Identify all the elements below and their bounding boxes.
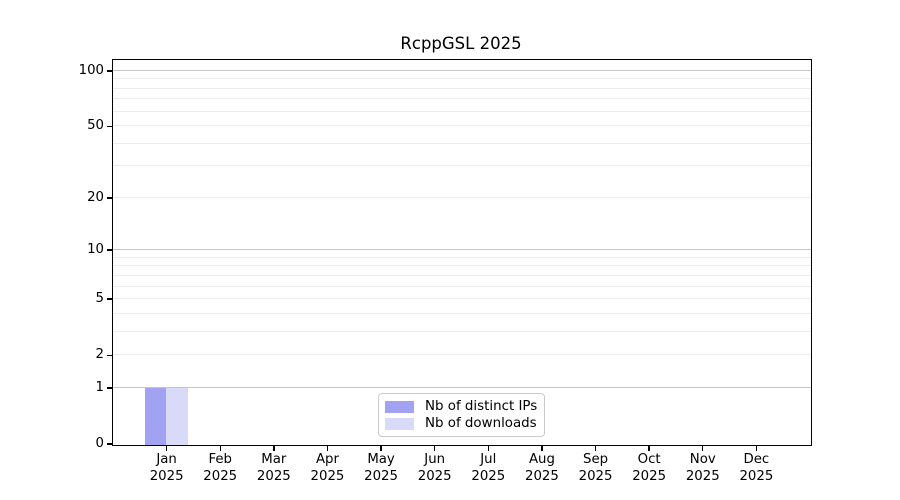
x-tick-label: Dec 2025 [739, 452, 774, 484]
gridline-minor [112, 330, 811, 332]
y-tick-label: 2 [95, 347, 104, 363]
gridline-minor [112, 110, 811, 112]
y-tick-mark [106, 197, 112, 199]
x-tick-label: May 2025 [364, 452, 398, 484]
gridline-minor [112, 165, 811, 167]
x-tick-mark [219, 445, 221, 451]
x-tick-label: Apr 2025 [310, 452, 345, 484]
gridline-minor [112, 87, 811, 89]
x-tick-label: Sep 2025 [578, 452, 613, 484]
bar-downloads [166, 388, 188, 445]
gridline-minor [112, 312, 811, 314]
gridline-minor [112, 354, 811, 356]
x-tick-mark [433, 445, 436, 451]
x-tick-label: Jul 2025 [471, 452, 506, 484]
y-tick-mark [106, 354, 112, 356]
x-tick-mark [380, 445, 382, 451]
gridline-minor [112, 298, 811, 300]
y-tick-label: 20 [87, 189, 104, 205]
gridline-major [112, 249, 811, 251]
y-tick-label: 100 [78, 63, 104, 78]
y-tick-mark [106, 249, 112, 251]
gridline-minor [112, 142, 811, 144]
plot-inner [112, 60, 811, 445]
y-tick-mark [106, 70, 112, 72]
y-tick-mark [106, 387, 112, 389]
gridline-minor [112, 196, 811, 198]
gridline-minor [112, 98, 811, 100]
legend-item: Nb of downloads [385, 415, 537, 432]
y-tick-label: 10 [87, 242, 104, 258]
x-tick-mark [648, 445, 650, 451]
y-tick-label: 5 [95, 291, 104, 307]
legend: Nb of distinct IPs Nb of downloads [378, 393, 545, 437]
gridline-major [112, 386, 811, 388]
x-tick-mark [702, 445, 704, 451]
x-tick-mark [326, 445, 329, 451]
legend-swatch-downloads [385, 417, 414, 430]
gridline-minor [112, 285, 811, 287]
legend-item: Nb of distinct IPs [385, 398, 538, 415]
x-tick-label: Jan 2025 [149, 452, 184, 484]
x-tick-label: Feb 2025 [203, 452, 238, 484]
x-tick-mark [594, 445, 597, 451]
legend-label-downloads: Nb of downloads [425, 415, 537, 431]
gridline-major [112, 70, 811, 71]
bar-distinct-ips [144, 388, 167, 445]
y-tick-label: 50 [87, 118, 104, 134]
gridline-minor [112, 78, 811, 80]
chart-title: RcppGSL 2025 [400, 34, 522, 53]
plot-area [111, 58, 812, 446]
legend-label-distinct-ips: Nb of distinct IPs [425, 398, 538, 414]
x-tick-mark [273, 445, 275, 451]
x-tick-label: Jun 2025 [417, 452, 452, 484]
x-tick-label: Aug 2025 [525, 452, 559, 484]
legend-swatch-distinct-ips [385, 400, 414, 413]
x-tick-mark [755, 445, 758, 451]
x-tick-label: Nov 2025 [685, 452, 720, 484]
y-tick-label: 0 [95, 436, 104, 451]
x-tick-mark [165, 445, 168, 451]
gridline-minor [112, 125, 811, 127]
x-tick-label: Oct 2025 [632, 452, 667, 484]
x-tick-mark [541, 445, 543, 451]
gridline-minor [112, 265, 811, 267]
y-tick-label: 1 [95, 379, 104, 395]
gridline-minor [112, 256, 811, 258]
x-tick-label: Mar 2025 [256, 452, 291, 484]
gridline-minor [112, 274, 811, 276]
y-tick-mark [106, 298, 112, 300]
x-tick-mark [487, 445, 489, 451]
y-tick-mark [106, 125, 112, 127]
y-tick-mark [106, 443, 112, 445]
